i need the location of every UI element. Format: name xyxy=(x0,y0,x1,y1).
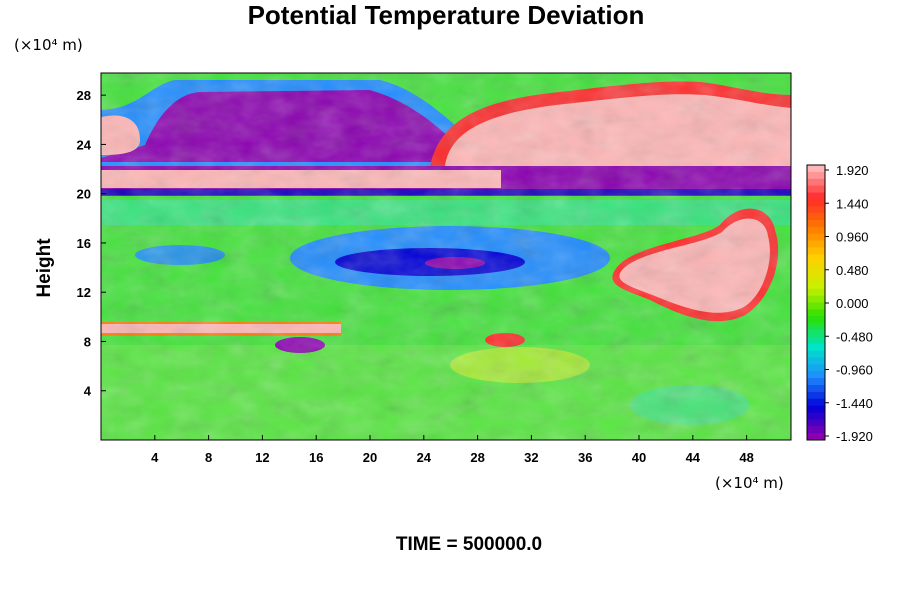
colorbar-step xyxy=(807,240,825,248)
x-tick-label: 44 xyxy=(686,450,701,465)
colorbar-step xyxy=(807,261,825,269)
colorbar-step xyxy=(807,426,825,434)
y-tick-label: 4 xyxy=(84,384,92,399)
heatmap xyxy=(101,73,791,440)
colorbar-label: 1.920 xyxy=(836,163,869,178)
plot-frame xyxy=(100,72,792,441)
colorbar-step xyxy=(807,295,825,303)
colorbar-step xyxy=(807,433,825,441)
colorbar-step xyxy=(807,323,825,331)
colorbar-step xyxy=(807,371,825,379)
colorbar-label: -1.920 xyxy=(836,429,873,444)
chart-title: Potential Temperature Deviation xyxy=(248,0,645,30)
time-label: TIME = 500000.0 xyxy=(396,534,542,555)
colorbar xyxy=(806,164,826,441)
colorbar-step xyxy=(807,309,825,317)
colorbar-label: 0.480 xyxy=(836,263,869,278)
colorbar-step xyxy=(807,405,825,413)
y-tick-label: 12 xyxy=(77,285,91,300)
colorbar-step xyxy=(807,364,825,372)
colorbar-step xyxy=(807,398,825,407)
x-tick-label: 28 xyxy=(470,450,484,465)
colorbar-step xyxy=(807,330,825,338)
y-tick-label: 20 xyxy=(77,187,91,202)
x-tick-label: 12 xyxy=(255,450,269,465)
x-tick-label: 48 xyxy=(739,450,753,465)
field-texture xyxy=(101,73,791,440)
colorbar-step xyxy=(807,247,825,255)
colorbar-labels: 1.920 1.440 0.960 0.480 0.000 -0.480 -0.960 -1.… xyxy=(825,163,873,444)
colorbar-step xyxy=(807,302,825,310)
y-axis-unit: (×10⁴ m) xyxy=(14,36,83,54)
colorbar-step xyxy=(807,192,825,200)
x-tick-label: 40 xyxy=(632,450,646,465)
colorbar-label: -0.960 xyxy=(836,363,873,378)
x-tick-label: 8 xyxy=(205,450,212,465)
colorbar-step xyxy=(807,226,825,235)
colorbar-step xyxy=(807,275,825,283)
colorbar-step xyxy=(807,419,825,427)
colorbar-step xyxy=(807,213,825,221)
colorbar-step xyxy=(807,288,825,297)
y-tick-label: 24 xyxy=(77,137,92,152)
colorbar-step xyxy=(807,233,825,242)
x-tick-label: 32 xyxy=(524,450,538,465)
colorbar-step xyxy=(807,350,825,358)
colorbar-step xyxy=(807,281,825,290)
y-axis: 4 8 12 16 20 24 28 xyxy=(77,88,106,399)
colorbar-label: -1.440 xyxy=(836,396,873,411)
colorbar-step xyxy=(807,199,825,207)
y-tick-label: 16 xyxy=(77,236,91,251)
colorbar-step xyxy=(807,165,825,173)
colorbar-label: 0.960 xyxy=(836,230,869,245)
colorbar-step xyxy=(807,412,825,420)
colorbar-step xyxy=(807,378,825,386)
colorbar-step xyxy=(807,220,825,228)
x-axis: 4 8 12 16 20 24 28 32 36 40 44 48 xyxy=(151,435,754,465)
colorbar-step xyxy=(807,171,825,180)
x-tick-label: 20 xyxy=(363,450,377,465)
y-axis-label: Height xyxy=(34,238,55,298)
y-tick-label: 28 xyxy=(77,88,91,103)
colorbar-step xyxy=(807,178,825,187)
x-tick-label: 24 xyxy=(417,450,432,465)
colorbar-step xyxy=(807,336,825,345)
colorbar-step xyxy=(807,185,825,193)
colorbar-label: 0.000 xyxy=(836,296,869,311)
colorbar-label: -0.480 xyxy=(836,329,873,344)
colorbar-step xyxy=(807,357,825,365)
y-tick-label: 8 xyxy=(84,334,91,349)
colorbar-step xyxy=(807,254,825,262)
colorbar-step xyxy=(807,268,825,276)
colorbar-step xyxy=(807,343,825,352)
x-tick-label: 16 xyxy=(309,450,323,465)
colorbar-label: 1.440 xyxy=(836,196,869,211)
colorbar-step xyxy=(807,385,825,393)
x-tick-label: 4 xyxy=(151,450,159,465)
colorbar-step xyxy=(807,206,825,214)
colorbar-step xyxy=(807,316,825,324)
x-axis-unit: (×10⁴ m) xyxy=(715,474,784,492)
x-tick-label: 36 xyxy=(578,450,592,465)
colorbar-step xyxy=(807,391,825,400)
